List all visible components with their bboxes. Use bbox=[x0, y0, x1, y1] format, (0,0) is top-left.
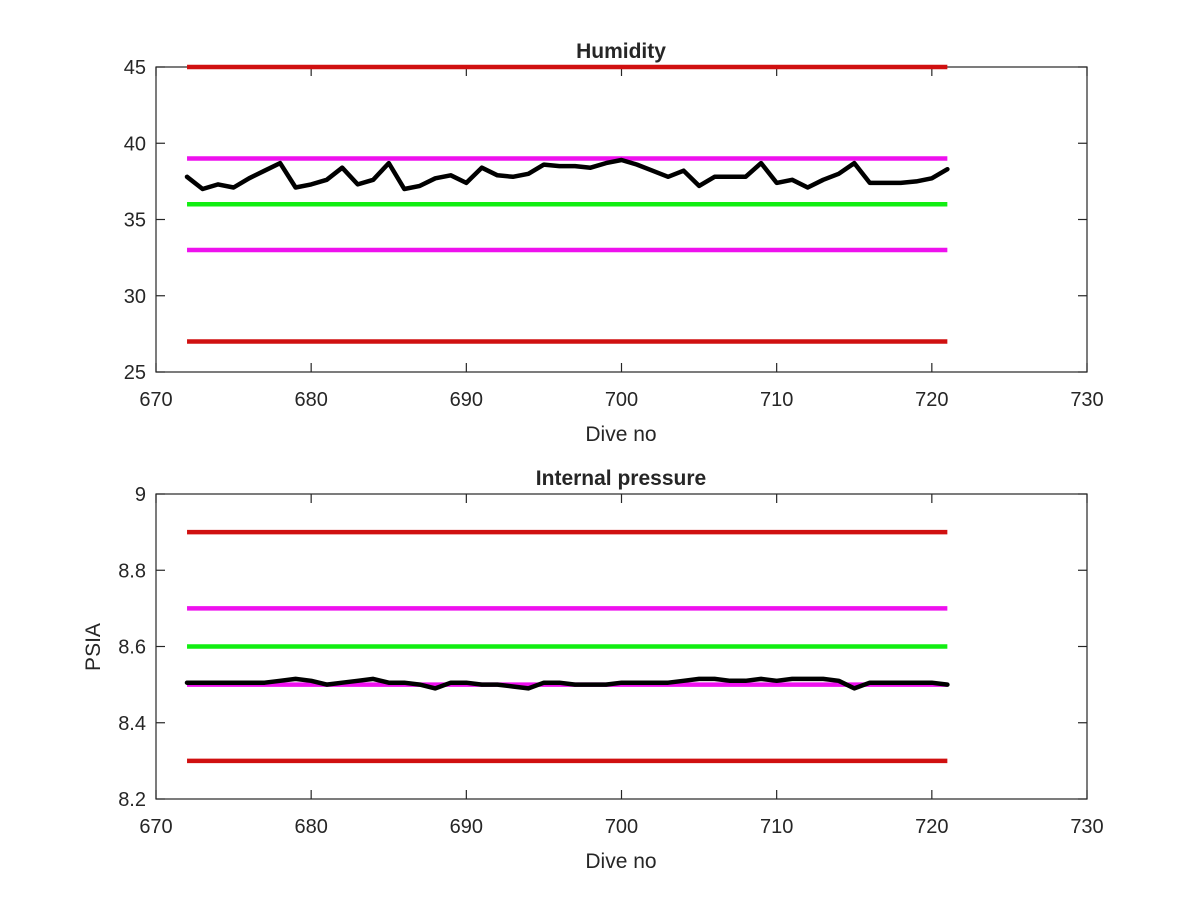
humidity-series bbox=[184, 157, 950, 192]
humidity-reference-lines bbox=[187, 64, 948, 344]
humidity-x-tick-label: 720 bbox=[915, 389, 948, 411]
pressure-chart-title: Internal pressure bbox=[536, 467, 706, 490]
humidity-x-tick-label: 730 bbox=[1070, 389, 1103, 411]
humidity-chart-title: Humidity bbox=[576, 40, 666, 63]
humidity-y-tick-label: 30 bbox=[124, 286, 146, 308]
pressure-x-tick-label: 710 bbox=[760, 816, 793, 838]
humidity-y-tick-label: 45 bbox=[124, 57, 146, 79]
pressure-x-tick-label: 720 bbox=[915, 816, 948, 838]
humidity-x-tick-label: 680 bbox=[294, 389, 327, 411]
humidity-x-tick-label: 700 bbox=[605, 389, 638, 411]
pressure-y-tick-label: 8.2 bbox=[118, 789, 146, 811]
internal-pressure-subplot: Internal pressure Dive no PSIA 670 680 690… bbox=[82, 467, 1104, 873]
pressure-y-tick-label: 8.8 bbox=[118, 560, 146, 582]
pressure-y-tick-label: 8.6 bbox=[118, 637, 146, 659]
humidity-subplot: Humidity Dive no 670 680 690 700 710 720 730 25… bbox=[124, 40, 1104, 446]
humidity-x-tick-label: 690 bbox=[450, 389, 483, 411]
humidity-y-tick-label: 25 bbox=[124, 362, 146, 384]
pressure-series bbox=[184, 676, 950, 691]
pressure-y-axis-label: PSIA bbox=[82, 623, 105, 671]
pressure-ticks: 670 680 690 700 710 720 730 8.2 8.4 8.6 8.8 9 bbox=[118, 484, 1104, 838]
humidity-x-axis-label: Dive no bbox=[585, 423, 656, 446]
pressure-x-tick-label: 670 bbox=[139, 816, 172, 838]
pressure-y-tick-label: 9 bbox=[135, 484, 146, 506]
humidity-y-tick-label: 40 bbox=[124, 133, 146, 155]
humidity-x-tick-label: 670 bbox=[139, 389, 172, 411]
pressure-series-line bbox=[184, 676, 950, 691]
humidity-series-line bbox=[184, 157, 950, 192]
pressure-y-tick-label: 8.4 bbox=[118, 713, 146, 735]
pressure-x-tick-label: 730 bbox=[1070, 816, 1103, 838]
pressure-x-tick-label: 700 bbox=[605, 816, 638, 838]
humidity-y-tick-label: 35 bbox=[124, 210, 146, 232]
humidity-axes-frame bbox=[155, 66, 1088, 373]
pressure-x-axis-label: Dive no bbox=[585, 850, 656, 873]
humidity-x-tick-label: 710 bbox=[760, 389, 793, 411]
pressure-x-tick-label: 690 bbox=[450, 816, 483, 838]
pressure-x-tick-label: 680 bbox=[294, 816, 327, 838]
